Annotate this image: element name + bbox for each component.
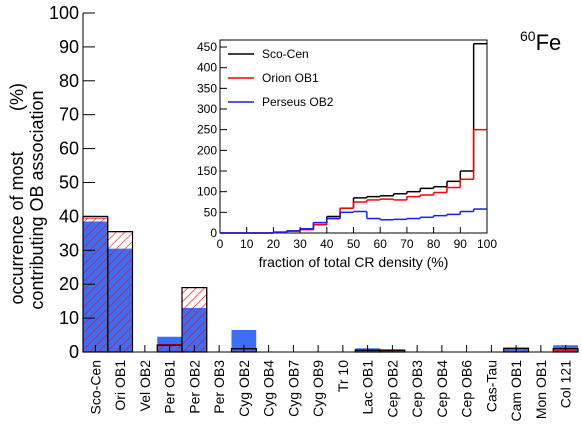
legend-label: Orion OB1 bbox=[262, 71, 319, 85]
x-tick-label: Per OB2 bbox=[186, 360, 202, 414]
x-tick-label: Cep OB4 bbox=[434, 360, 450, 418]
x-tick-label: Cyg OB9 bbox=[310, 360, 326, 417]
x-tick-label: Cyg OB4 bbox=[261, 360, 277, 417]
x-tick-label: Cep OB6 bbox=[459, 360, 475, 418]
y-tick-label: 20 bbox=[59, 274, 79, 294]
x-tick-label: 100 bbox=[477, 237, 497, 251]
y-tick-label: 200 bbox=[197, 143, 217, 157]
y-axis-unit: (%) bbox=[7, 83, 27, 111]
x-tick-label: Cep OB2 bbox=[384, 360, 400, 418]
y-tick-label: 100 bbox=[197, 185, 217, 199]
x-tick-label: 80 bbox=[427, 237, 441, 251]
legend-label: Sco-Cen bbox=[262, 47, 309, 61]
x-tick-label: 90 bbox=[454, 237, 468, 251]
y-tick-label: 10 bbox=[59, 308, 79, 328]
bar bbox=[231, 329, 257, 352]
x-tick-label: Sco-Cen bbox=[87, 360, 103, 414]
y-tick-label: 450 bbox=[197, 40, 217, 54]
annotation-element: Fe bbox=[536, 30, 562, 55]
y-axis-label: contributing OB association bbox=[27, 90, 47, 309]
y-tick-label: 80 bbox=[59, 71, 79, 91]
y-tick-label: 150 bbox=[197, 164, 217, 178]
step-riser bbox=[272, 209, 475, 233]
y-tick-label: 40 bbox=[59, 206, 79, 226]
x-tick-label: Cas-Tau bbox=[483, 360, 499, 412]
x-tick-label: Tr 10 bbox=[335, 360, 351, 392]
x-tick-label: Per OB1 bbox=[162, 360, 178, 414]
y-tick-label: 50 bbox=[59, 173, 79, 193]
bar bbox=[107, 231, 133, 353]
x-tick-label: Cyg OB2 bbox=[236, 360, 252, 417]
x-tick-label: 30 bbox=[293, 237, 307, 251]
y-tick-label: 300 bbox=[197, 102, 217, 116]
y-tick-label: 50 bbox=[204, 205, 218, 219]
y-axis-label: occurrence of most bbox=[7, 151, 27, 304]
y-tick-label: 250 bbox=[197, 123, 217, 137]
y-tick-label: 350 bbox=[197, 81, 217, 95]
y-tick-label: 60 bbox=[59, 139, 79, 159]
x-tick-label: 10 bbox=[240, 237, 254, 251]
x-tick-label: Cyg OB7 bbox=[285, 360, 301, 417]
annotation-mass: 60 bbox=[520, 28, 536, 44]
x-tick-label: Lac OB1 bbox=[360, 360, 376, 415]
bar bbox=[181, 287, 208, 353]
x-tick-label: Cam OB1 bbox=[508, 360, 524, 422]
x-tick-label: Mon OB1 bbox=[533, 360, 549, 419]
x-tick-label: 40 bbox=[320, 237, 334, 251]
x-tick-label: Col 121 bbox=[558, 360, 574, 408]
x-tick-label: 70 bbox=[400, 237, 414, 251]
bar bbox=[82, 217, 109, 353]
legend-label: Perseus OB2 bbox=[262, 95, 334, 109]
x-tick-label: 50 bbox=[347, 237, 361, 251]
y-tick-label: 30 bbox=[59, 240, 79, 260]
annotation: 60Fe bbox=[520, 28, 561, 55]
y-tick-label: 100 bbox=[49, 3, 79, 23]
y-tick-label: 90 bbox=[59, 37, 79, 57]
y-tick-label: 400 bbox=[197, 61, 217, 75]
y-tick-label: 70 bbox=[59, 105, 79, 125]
x-tick-label: Vel OB2 bbox=[137, 360, 153, 412]
x-tick-label: 60 bbox=[374, 237, 388, 251]
y-tick-label: 0 bbox=[69, 342, 79, 362]
x-tick-label: 0 bbox=[217, 237, 224, 251]
x-tick-label: Ori OB1 bbox=[112, 360, 128, 411]
y-tick-label: 0 bbox=[210, 226, 217, 240]
x-axis-label: fraction of total CR density (%) bbox=[259, 254, 449, 270]
x-tick-label: Cep OB3 bbox=[409, 360, 425, 418]
x-tick-label: 20 bbox=[267, 237, 281, 251]
x-tick-label: Per OB3 bbox=[211, 360, 227, 414]
inset-background bbox=[172, 30, 494, 280]
